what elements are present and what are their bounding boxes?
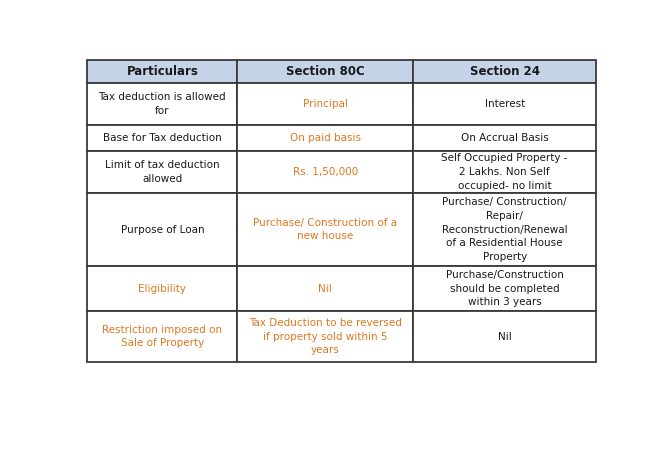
FancyBboxPatch shape xyxy=(87,126,237,151)
Text: Nil: Nil xyxy=(319,284,332,294)
FancyBboxPatch shape xyxy=(237,193,413,266)
FancyBboxPatch shape xyxy=(87,266,237,311)
FancyBboxPatch shape xyxy=(237,83,413,126)
FancyBboxPatch shape xyxy=(87,311,237,361)
Text: Purchase/Construction
should be completed
within 3 years: Purchase/Construction should be complete… xyxy=(446,270,564,307)
Text: Section 24: Section 24 xyxy=(470,65,540,78)
FancyBboxPatch shape xyxy=(413,266,597,311)
Text: On paid basis: On paid basis xyxy=(290,134,361,143)
FancyBboxPatch shape xyxy=(87,60,237,83)
FancyBboxPatch shape xyxy=(87,151,237,193)
FancyBboxPatch shape xyxy=(413,126,597,151)
Text: Particulars: Particulars xyxy=(126,65,198,78)
FancyBboxPatch shape xyxy=(87,83,237,126)
Text: Restriction imposed on
Sale of Property: Restriction imposed on Sale of Property xyxy=(102,325,222,348)
Text: Purpose of Loan: Purpose of Loan xyxy=(120,225,204,234)
Text: Nil: Nil xyxy=(498,332,512,341)
Text: Limit of tax deduction
allowed: Limit of tax deduction allowed xyxy=(105,160,219,184)
FancyBboxPatch shape xyxy=(237,126,413,151)
Text: Section 80C: Section 80C xyxy=(286,65,365,78)
FancyBboxPatch shape xyxy=(237,151,413,193)
Text: Tax deduction is allowed
for: Tax deduction is allowed for xyxy=(99,92,226,116)
Text: On Accrual Basis: On Accrual Basis xyxy=(461,134,549,143)
Text: Purchase/ Construction of a
new house: Purchase/ Construction of a new house xyxy=(253,218,397,241)
Text: Base for Tax deduction: Base for Tax deduction xyxy=(103,134,221,143)
FancyBboxPatch shape xyxy=(237,60,413,83)
FancyBboxPatch shape xyxy=(237,311,413,361)
FancyBboxPatch shape xyxy=(413,311,597,361)
Text: Principal: Principal xyxy=(303,99,348,109)
FancyBboxPatch shape xyxy=(413,193,597,266)
FancyBboxPatch shape xyxy=(413,151,597,193)
Text: Self Occupied Property -
2 Lakhs. Non Self
occupied- no limit: Self Occupied Property - 2 Lakhs. Non Se… xyxy=(442,153,568,191)
Text: Rs. 1,50,000: Rs. 1,50,000 xyxy=(292,167,358,177)
Text: Interest: Interest xyxy=(485,99,525,109)
FancyBboxPatch shape xyxy=(237,266,413,311)
Text: Purchase/ Construction/
Repair/
Reconstruction/Renewal
of a Residential House
Pr: Purchase/ Construction/ Repair/ Reconstr… xyxy=(442,198,568,262)
FancyBboxPatch shape xyxy=(413,83,597,126)
FancyBboxPatch shape xyxy=(413,60,597,83)
Text: Tax Deduction to be reversed
if property sold within 5
years: Tax Deduction to be reversed if property… xyxy=(249,318,401,355)
Text: Eligibility: Eligibility xyxy=(139,284,187,294)
FancyBboxPatch shape xyxy=(87,193,237,266)
